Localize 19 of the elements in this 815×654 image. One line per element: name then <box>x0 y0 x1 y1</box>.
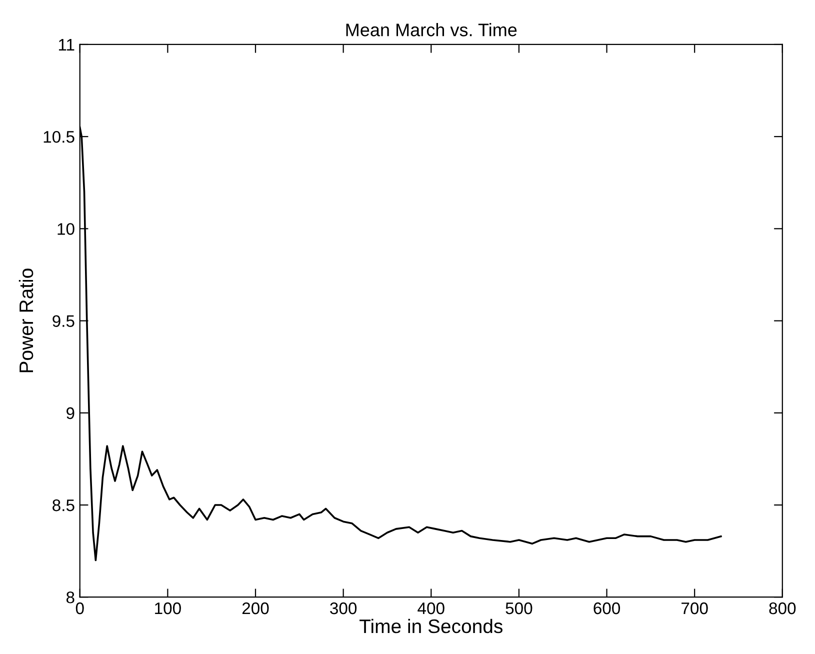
y-tick-label: 10.5 <box>44 130 74 143</box>
x-tick-label: 300 <box>330 602 357 614</box>
y-tick-label: 8 <box>66 592 74 604</box>
y-tick-label: 9.5 <box>52 315 74 327</box>
y-axis-title: Power Ratio <box>18 268 34 372</box>
x-tick-label: 400 <box>418 602 444 614</box>
y-tick-label: 11 <box>58 39 74 51</box>
x-tick-label: 100 <box>155 602 181 614</box>
x-tick-label: 700 <box>682 602 708 614</box>
x-tick-label: 0 <box>76 602 84 614</box>
x-tick-label: 800 <box>769 602 796 614</box>
y-tick-label: 9 <box>66 407 74 420</box>
x-tick-label: 600 <box>594 602 620 614</box>
y-tick-label: 8.5 <box>52 499 74 512</box>
x-tick-label: 200 <box>242 602 269 614</box>
x-axis-title: Time in Seconds <box>360 618 502 634</box>
y-tick-label: 10 <box>58 223 74 235</box>
x-tick-label: 500 <box>506 602 532 614</box>
chart-title: Mean March vs. Time <box>346 23 517 36</box>
